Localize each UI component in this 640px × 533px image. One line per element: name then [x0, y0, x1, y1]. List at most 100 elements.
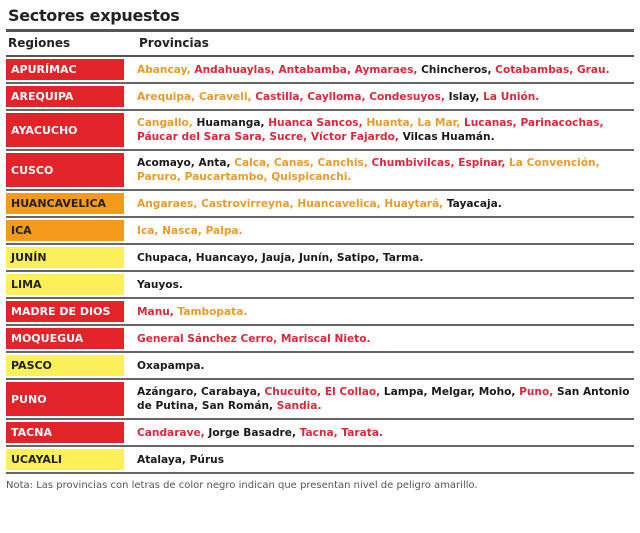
province-name: Moho, [478, 386, 520, 398]
provinces-cell: Azángaro, Carabaya, Chucuito, El Collao,… [137, 382, 634, 416]
province-name: La Unión. [483, 90, 540, 103]
table-row: HUANCAVELICA Angaraes, Castrovirreyna, Hu… [6, 191, 634, 218]
table-row: MADRE DE DIOS Manu, Tambopata. [6, 299, 634, 326]
province-name: Tarata. [341, 426, 383, 439]
province-name: Azángaro, [137, 386, 202, 398]
region-cell: AREQUIPA [6, 86, 124, 107]
province-name: Huancavelica, [297, 197, 385, 210]
provinces-cell: Yauyos. [137, 275, 634, 295]
provinces-cell: Abancay, Andahuaylas, Antabamba, Aymarae… [137, 60, 634, 80]
province-name: Lampa, [383, 386, 432, 398]
province-name: Cotabambas, [495, 63, 577, 76]
region-cell: TACNA [6, 422, 124, 443]
province-name: Ica, [137, 224, 163, 237]
table-header: Regiones Provincias [6, 32, 634, 57]
region-cell: PUNO [6, 382, 124, 416]
province-name: Tacna, [299, 426, 342, 439]
table-row: PASCO Oxapampa. [6, 353, 634, 380]
province-name: Condesuyos, [369, 90, 449, 103]
table-row: MOQUEGUA General Sánchez Cerro, Mariscal … [6, 326, 634, 353]
province-name: Atalaya, Púrus [137, 453, 225, 466]
province-name: Yauyos. [137, 278, 183, 291]
province-name: Manu, [137, 305, 178, 318]
province-name: Quispicanchi. [271, 171, 352, 183]
region-cell: LIMA [6, 274, 124, 295]
table-row: APURÍMAC Abancay, Andahuaylas, Antabamba,… [6, 57, 634, 84]
page-title: Sectores expuestos [8, 6, 180, 25]
province-name: Paruro, [137, 171, 185, 183]
province-name: La Mar, [417, 117, 465, 129]
region-cell: HUANCAVELICA [6, 193, 124, 214]
province-name: Sucre, [269, 131, 311, 143]
province-name: Cangallo, [137, 117, 197, 129]
region-cell: CUSCO [6, 153, 124, 187]
province-name: Huanta, [366, 117, 418, 129]
province-name: Sandia. [276, 400, 322, 412]
province-name: Huaytará, [384, 197, 447, 210]
provinces-header: Provincias [139, 36, 209, 50]
province-name: Antabamba, [278, 63, 355, 76]
provinces-cell: Candarave, Jorge Basadre, Tacna, Tarata. [137, 423, 634, 443]
province-name: Tambopata. [177, 305, 248, 318]
province-name: San Antonio de Putina, [137, 386, 630, 412]
provinces-cell: Atalaya, Púrus [137, 450, 634, 470]
provinces-cell: General Sánchez Cerro, Mariscal Nieto. [137, 329, 634, 349]
exposed-sectors-table: Sectores expuestos Regiones Provincias A… [6, 6, 634, 491]
province-name: La Convención, [509, 157, 600, 169]
provinces-cell: Ica, Nasca, Palpa. [137, 221, 634, 241]
region-cell: MADRE DE DIOS [6, 301, 124, 322]
table-body: APURÍMAC Abancay, Andahuaylas, Antabamba,… [6, 57, 634, 474]
province-name: San Román, [201, 400, 277, 412]
province-name: Angaraes, [137, 197, 202, 210]
table-row: AREQUIPA Arequipa, Caraveli, Castilla, Ca… [6, 84, 634, 111]
province-name: Mariscal Nieto. [280, 332, 371, 345]
provinces-cell: Acomayo, Anta, Calca, Canas, Canchis, Ch… [137, 153, 634, 187]
province-name: Paucartambo, [184, 171, 272, 183]
provinces-cell: Oxapampa. [137, 356, 634, 376]
province-name: Chucuito, [264, 386, 325, 398]
province-name: Lucanas, [464, 117, 521, 129]
region-cell: ICA [6, 220, 124, 241]
table-row: LIMA Yauyos. [6, 272, 634, 299]
table-row: AYACUCHO Cangallo, Huamanga, Huanca Sanco… [6, 111, 634, 151]
province-name: Huanca Sancos, [268, 117, 367, 129]
region-cell: UCAYALI [6, 449, 124, 470]
province-name: Caraveli, [198, 90, 256, 103]
province-name: Islay, [448, 90, 484, 103]
province-name: Caylloma, [307, 90, 370, 103]
province-name: Jorge Basadre, [208, 426, 300, 439]
provinces-cell: Angaraes, Castrovirreyna, Huancavelica, … [137, 194, 634, 214]
province-name: Calca, [234, 157, 274, 169]
province-name: Candarave, [137, 426, 209, 439]
provinces-cell: Chupaca, Huancayo, Jauja, Junín, Satipo,… [137, 248, 634, 268]
region-cell: AYACUCHO [6, 113, 124, 147]
province-name: Acomayo, [137, 157, 199, 169]
provinces-cell: Arequipa, Caraveli, Castilla, Caylloma, … [137, 87, 634, 107]
table-row: ICA Ica, Nasca, Palpa. [6, 218, 634, 245]
table-row: PUNO Azángaro, Carabaya, Chucuito, El Col… [6, 380, 634, 420]
province-name: Andahuaylas, [194, 63, 279, 76]
province-name: Páucar del Sara Sara, [137, 131, 270, 143]
region-cell: MOQUEGUA [6, 328, 124, 349]
province-name: Palpa. [205, 224, 243, 237]
province-name: Puno, [519, 386, 557, 398]
province-name: Espinar, [458, 157, 510, 169]
footnote: Nota: Las provincias con letras de color… [6, 480, 478, 491]
province-name: El Collao, [324, 386, 384, 398]
divider [6, 29, 634, 32]
province-name: Aymaraes, [354, 63, 422, 76]
region-cell: APURÍMAC [6, 59, 124, 80]
table-row: CUSCO Acomayo, Anta, Calca, Canas, Canchi… [6, 151, 634, 191]
province-name: Carabaya, [201, 386, 265, 398]
region-cell: PASCO [6, 355, 124, 376]
province-name: Chupaca, Huancayo, Jauja, Junín, Satipo,… [137, 251, 424, 264]
province-name: Vilcas Huamán. [402, 131, 495, 143]
provinces-cell: Manu, Tambopata. [137, 302, 634, 322]
province-name: Grau. [576, 63, 610, 76]
province-name: Huamanga, [196, 117, 269, 129]
province-name: Castilla, [255, 90, 308, 103]
table-row: UCAYALI Atalaya, Púrus [6, 447, 634, 474]
province-name: Nasca, [162, 224, 206, 237]
province-name: Tayacaja. [446, 197, 502, 210]
province-name: Canchis, [317, 157, 372, 169]
